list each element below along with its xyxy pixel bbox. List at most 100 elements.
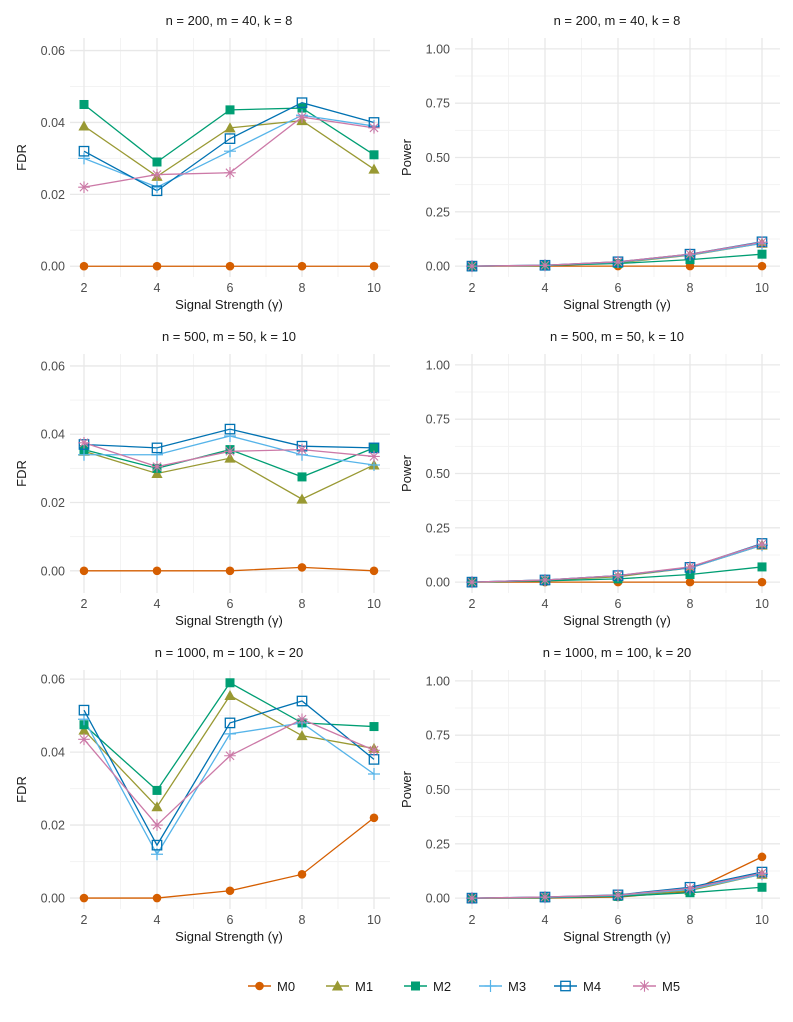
point-m1 bbox=[78, 724, 90, 735]
point-m1 bbox=[296, 730, 308, 741]
panel-5: 2 4 6 8 10 0.00 0.02 0.04 0.06 n = 1000, m = 100,… bbox=[14, 645, 390, 944]
y-tick-label: 1.00 bbox=[426, 42, 450, 56]
point-m0 bbox=[79, 893, 89, 903]
point-m3 bbox=[78, 448, 90, 461]
point-m2 bbox=[297, 103, 307, 113]
point-m4 bbox=[151, 442, 163, 454]
series-line-m4 bbox=[83, 428, 375, 449]
series-line-m4 bbox=[83, 101, 375, 192]
legend-label: M2 bbox=[433, 979, 451, 994]
point-m5 bbox=[539, 259, 551, 272]
x-tick-label: 4 bbox=[154, 281, 161, 295]
y-axis-label: Power bbox=[399, 770, 414, 808]
point-m0 bbox=[297, 261, 307, 271]
point-m5 bbox=[368, 450, 380, 463]
x-tick-label: 8 bbox=[299, 597, 306, 611]
point-m1 bbox=[151, 801, 163, 812]
y-tick-label: 1.00 bbox=[426, 358, 450, 372]
series-line-m0 bbox=[84, 817, 375, 899]
point-m4 bbox=[224, 423, 236, 435]
point-m5 bbox=[78, 733, 90, 746]
y-axis-label: FDR bbox=[14, 144, 29, 171]
point-m0 bbox=[757, 577, 767, 587]
legend: M0 M1 M2 M3 M4 M5 bbox=[248, 979, 680, 994]
panel-6: 2 4 6 8 10 0.00 0.25 0.50 0.75 1.00 n = 1000, m = … bbox=[399, 645, 780, 944]
legend-key-marker bbox=[411, 981, 420, 991]
y-tick-label: 0.00 bbox=[41, 892, 65, 906]
x-tick-label: 4 bbox=[154, 597, 161, 611]
panel-4: 2 4 6 8 10 0.00 0.25 0.50 0.75 1.00 n = 500, m = 5… bbox=[399, 329, 780, 628]
point-m0 bbox=[757, 261, 767, 271]
point-m5 bbox=[296, 443, 308, 456]
panel-title: n = 500, m = 50, k = 10 bbox=[550, 329, 684, 344]
panel-title: n = 1000, m = 100, k = 20 bbox=[155, 645, 304, 660]
point-m0 bbox=[152, 261, 162, 271]
y-tick-label: 0.06 bbox=[41, 673, 65, 687]
point-m0 bbox=[152, 566, 162, 576]
point-m5 bbox=[466, 260, 478, 272]
point-m0 bbox=[369, 566, 379, 576]
x-tick-label: 2 bbox=[469, 597, 476, 611]
x-tick-label: 10 bbox=[367, 597, 381, 611]
y-tick-label: 0.04 bbox=[41, 746, 65, 760]
point-m5 bbox=[539, 574, 551, 586]
y-tick-label: 0.00 bbox=[426, 576, 450, 590]
legend-item-m5: M5 bbox=[633, 979, 680, 994]
point-m5 bbox=[612, 889, 624, 901]
x-tick-label: 4 bbox=[542, 281, 549, 295]
point-m5 bbox=[684, 561, 696, 573]
point-m2 bbox=[79, 99, 89, 109]
point-m3 bbox=[78, 152, 90, 165]
legend-item-m3: M3 bbox=[479, 979, 526, 994]
panel-title: n = 1000, m = 100, k = 20 bbox=[543, 645, 692, 660]
x-tick-label: 8 bbox=[299, 281, 306, 295]
point-m4 bbox=[78, 145, 90, 157]
point-m1 bbox=[296, 493, 308, 504]
x-tick-label: 6 bbox=[615, 597, 622, 611]
point-m0 bbox=[297, 563, 307, 572]
point-m2 bbox=[297, 472, 307, 482]
y-tick-label: 0.00 bbox=[41, 260, 65, 274]
point-m2 bbox=[685, 570, 695, 580]
point-m5 bbox=[756, 538, 768, 550]
x-tick-label: 10 bbox=[755, 281, 769, 295]
point-m1 bbox=[224, 122, 236, 133]
x-tick-label: 2 bbox=[81, 281, 88, 295]
series-line-m3 bbox=[83, 718, 375, 856]
point-m5 bbox=[684, 248, 696, 260]
point-m0 bbox=[152, 893, 162, 903]
point-m2 bbox=[152, 785, 162, 795]
legend-label: M5 bbox=[662, 979, 680, 994]
y-tick-label: 0.25 bbox=[426, 521, 450, 535]
x-tick-label: 8 bbox=[299, 913, 306, 927]
point-m5 bbox=[296, 111, 308, 123]
panel-2: 2 4 6 8 10 0.00 0.25 0.50 0.75 1.00 n = 200, m = 4… bbox=[399, 13, 780, 312]
point-m3 bbox=[224, 727, 236, 740]
point-m0 bbox=[369, 813, 379, 823]
y-tick-label: 0.02 bbox=[41, 819, 65, 833]
point-m0 bbox=[79, 566, 89, 576]
point-m3 bbox=[151, 181, 163, 194]
x-tick-label: 10 bbox=[755, 597, 769, 611]
x-tick-label: 6 bbox=[227, 281, 234, 295]
point-m2 bbox=[152, 157, 162, 167]
x-axis-label: Signal Strength (γ) bbox=[175, 297, 283, 312]
point-m5 bbox=[224, 445, 236, 458]
legend-item-m4: M4 bbox=[554, 979, 601, 994]
legend-key-marker bbox=[484, 980, 497, 992]
legend-item-m0: M0 bbox=[248, 979, 295, 994]
point-m0 bbox=[685, 577, 695, 587]
y-tick-label: 0.06 bbox=[41, 359, 65, 373]
point-m5 bbox=[539, 891, 551, 903]
legend-key-marker bbox=[255, 981, 264, 991]
legend-label: M3 bbox=[508, 979, 526, 994]
legend-key-marker bbox=[560, 980, 571, 992]
x-tick-label: 10 bbox=[755, 913, 769, 927]
y-axis-label: Power bbox=[399, 454, 414, 492]
point-m1 bbox=[368, 163, 380, 174]
legend-item-m1: M1 bbox=[326, 979, 373, 994]
point-m4 bbox=[296, 97, 308, 109]
point-m0 bbox=[225, 886, 235, 896]
x-tick-label: 8 bbox=[687, 913, 694, 927]
x-tick-label: 4 bbox=[154, 913, 161, 927]
